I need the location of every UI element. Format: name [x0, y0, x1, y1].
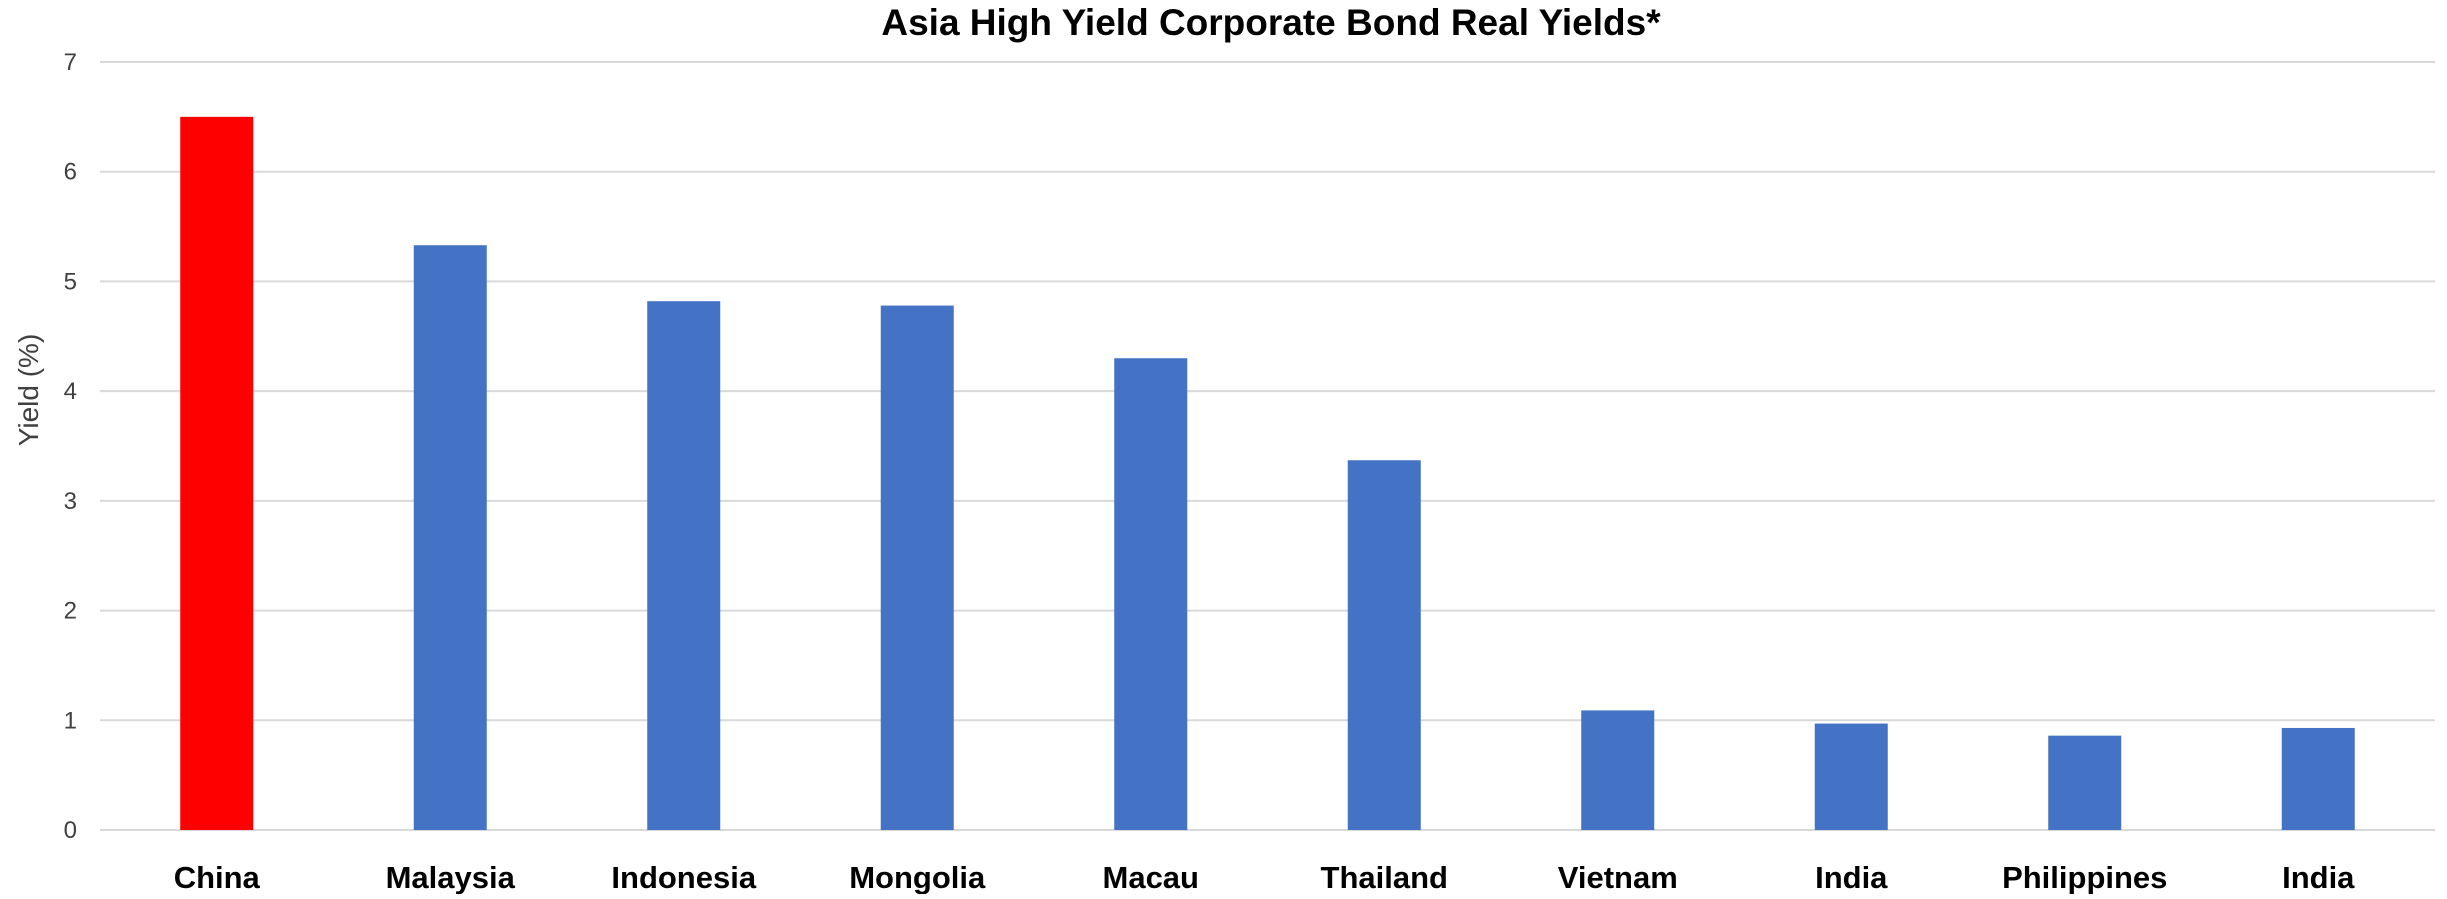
- y-axis-ticks: 0 1 2 3 4 5 6 7: [64, 49, 77, 844]
- bar-thailand: [1347, 460, 1421, 830]
- bar-philippines: [2048, 735, 2122, 830]
- bar-vietnam: [1581, 710, 1655, 830]
- y-tick-label: 4: [64, 378, 77, 405]
- gridlines: [100, 61, 2435, 831]
- x-tick-label: Vietnam: [1558, 860, 1678, 894]
- y-tick-label: 2: [64, 598, 77, 625]
- bar-macau: [1114, 358, 1188, 830]
- y-axis-label: Yield (%): [13, 334, 44, 447]
- x-tick-label: Mongolia: [849, 860, 986, 894]
- x-tick-label: India: [1815, 860, 1888, 894]
- y-tick-label: 3: [64, 488, 77, 515]
- y-tick-label: 6: [64, 159, 77, 186]
- x-tick-label: Malaysia: [386, 860, 516, 894]
- x-axis-ticks: China Malaysia Indonesia Mongolia Macau Thail…: [174, 860, 2355, 895]
- y-tick-label: 1: [64, 707, 77, 734]
- chart-title: Asia High Yield Corporate Bond Real Yiel…: [881, 2, 1661, 43]
- bar-malaysia: [413, 245, 487, 831]
- x-tick-label: Philippines: [2002, 860, 2167, 894]
- y-tick-label: 5: [64, 268, 77, 295]
- bar-indonesia: [647, 301, 721, 831]
- bar-china: [180, 116, 254, 831]
- y-tick-label: 7: [64, 49, 77, 76]
- bar-india: [1814, 723, 1888, 830]
- x-tick-label: Indonesia: [611, 860, 756, 894]
- y-tick-label: 0: [64, 817, 77, 844]
- x-tick-label: China: [174, 860, 261, 894]
- x-tick-label: Thailand: [1321, 860, 1448, 894]
- x-tick-label: India: [2282, 860, 2355, 894]
- x-tick-label: Macau: [1103, 860, 1199, 894]
- bar-india: [2281, 727, 2355, 830]
- bar-mongolia: [880, 305, 954, 831]
- bars: [180, 116, 2355, 831]
